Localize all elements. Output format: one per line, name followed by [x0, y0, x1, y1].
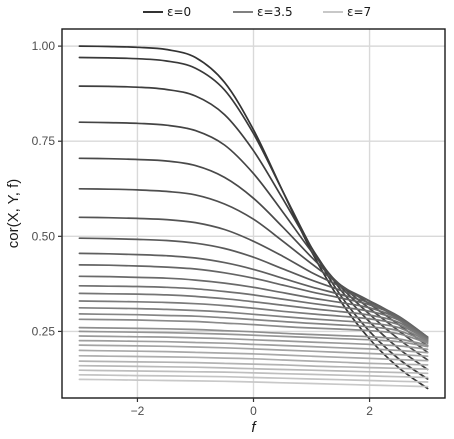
x-tick-label-1: 0 — [250, 404, 257, 418]
series-line-8 — [78, 237, 429, 340]
legend: ε=0 ε=3.5 ε=7 — [143, 5, 371, 19]
series-line-14 — [78, 300, 429, 341]
x-axis-title: f — [251, 419, 257, 436]
legend-item-1: ε=0 — [143, 5, 191, 19]
series-line-23 — [78, 349, 429, 362]
x-tick-label-0: −2 — [131, 404, 145, 418]
legend-item-3: ε=7 — [323, 5, 371, 19]
series-line-25 — [78, 360, 429, 370]
series-line-11 — [78, 275, 429, 339]
series-line-15 — [78, 306, 429, 342]
series-line-21 — [78, 339, 429, 354]
series-line-29 — [78, 378, 429, 388]
y-tick-label-1: 0.50 — [32, 229, 56, 243]
y-tick-label-0: 0.25 — [32, 324, 56, 338]
series-line-12 — [78, 284, 429, 340]
y-tick-label-2: 0.75 — [32, 134, 56, 148]
series-line-3 — [78, 85, 429, 371]
series-line-18 — [78, 326, 429, 346]
y-axis-title: cor(X, Y, f) — [5, 179, 22, 248]
series-group — [78, 45, 429, 390]
series-line-10 — [78, 264, 429, 338]
series-line-26 — [78, 364, 429, 375]
series-line-22 — [78, 344, 429, 358]
series-line-28 — [78, 373, 429, 383]
series-line-9 — [78, 252, 429, 338]
series-line-17 — [78, 318, 429, 345]
x-tick-label-2: 2 — [366, 404, 373, 418]
series-line-20 — [78, 335, 429, 351]
grid — [62, 29, 445, 398]
series-line-13 — [78, 292, 429, 340]
legend-label: ε=7 — [347, 5, 371, 19]
series-line-16 — [78, 313, 429, 343]
series-line-27 — [78, 369, 429, 379]
y-tick-label-3: 1.00 — [32, 39, 56, 53]
legend-label: ε=0 — [167, 5, 191, 19]
axes: −2 0 2 0.25 0.50 0.75 1.00 — [32, 39, 374, 418]
series-line-19 — [78, 330, 429, 348]
legend-item-2: ε=3.5 — [233, 5, 293, 19]
series-line-24 — [78, 354, 429, 366]
legend-label: ε=3.5 — [257, 5, 293, 19]
